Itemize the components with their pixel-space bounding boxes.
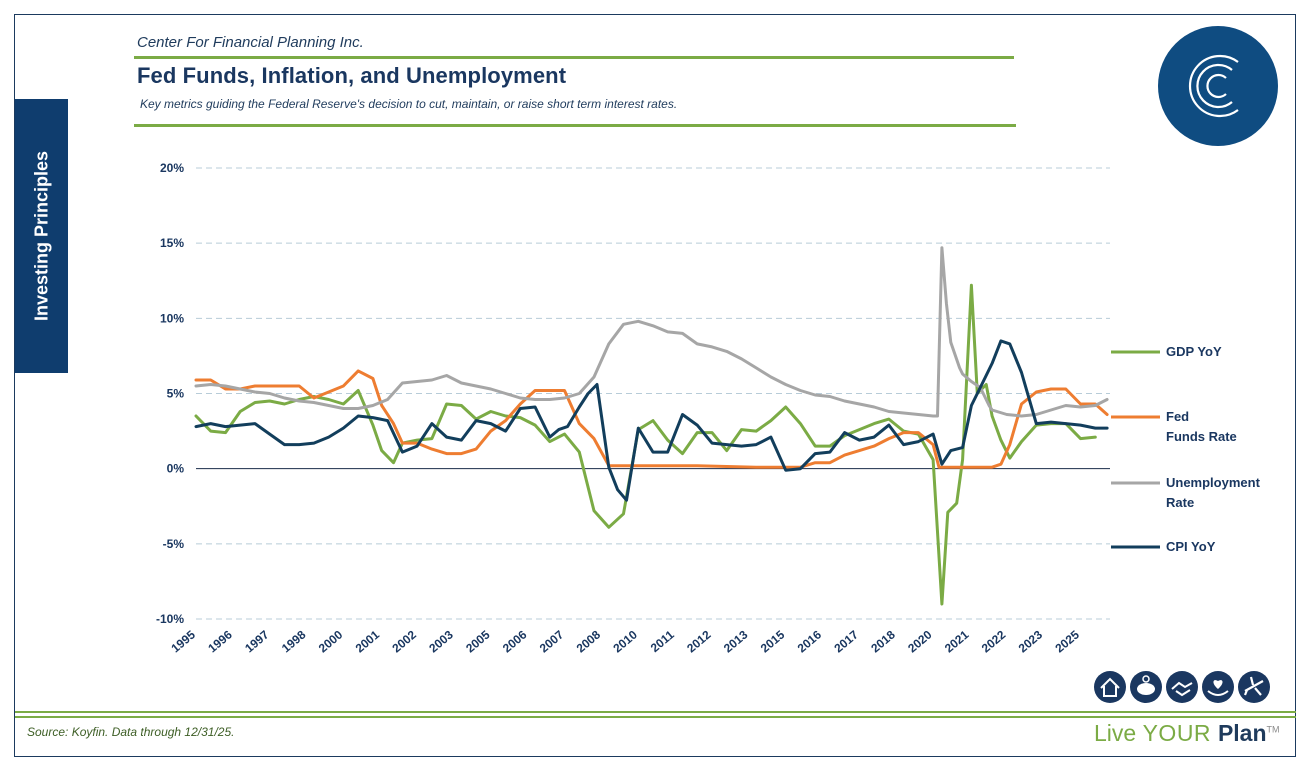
source-note: Source: Koyfin. Data through 12/31/25. bbox=[27, 725, 235, 739]
x-tick-label: 2020 bbox=[905, 627, 935, 655]
y-tick-label: 5% bbox=[167, 387, 185, 401]
legend-label: GDP YoY bbox=[1166, 344, 1222, 359]
company-logo bbox=[1158, 26, 1278, 146]
x-tick-label: 2015 bbox=[758, 627, 788, 655]
x-tick-label: 1997 bbox=[242, 627, 272, 655]
service-icons bbox=[1093, 669, 1273, 710]
x-tick-label: 2006 bbox=[500, 627, 530, 655]
x-tick-label: 2010 bbox=[610, 627, 640, 655]
series-line-gdp-yoy bbox=[194, 283, 1097, 606]
x-tick-label: 2017 bbox=[831, 627, 861, 655]
y-tick-label: 10% bbox=[160, 311, 184, 325]
airplane-icon bbox=[1238, 671, 1270, 703]
x-tick-label: 2007 bbox=[537, 627, 567, 655]
side-tab: Investing Principles bbox=[15, 99, 68, 373]
brand-your: YOUR bbox=[1142, 720, 1218, 746]
x-tick-label: 1995 bbox=[168, 627, 198, 655]
x-tick-label: 2022 bbox=[979, 627, 1009, 655]
legend-label: CPI YoY bbox=[1166, 539, 1216, 554]
slide-frame bbox=[14, 14, 1296, 757]
x-tick-label: 2002 bbox=[389, 627, 419, 655]
brand-live: Live bbox=[1094, 720, 1143, 746]
brand-tagline: Live YOUR PlanTM bbox=[1094, 720, 1280, 747]
handshake-icon bbox=[1166, 671, 1198, 703]
x-tick-label: 2023 bbox=[1016, 627, 1046, 655]
x-tick-label: 2012 bbox=[684, 627, 714, 655]
series-line-cpi-yoy bbox=[194, 339, 1109, 502]
page-title: Fed Funds, Inflation, and Unemployment bbox=[137, 63, 567, 88]
x-tick-label: 2005 bbox=[463, 627, 493, 655]
footer-divider-bottom bbox=[15, 716, 1296, 718]
y-tick-label: 0% bbox=[167, 462, 185, 476]
footer-divider-top bbox=[15, 711, 1296, 713]
y-tick-label: -10% bbox=[156, 612, 184, 626]
x-tick-label: 2003 bbox=[426, 627, 456, 655]
x-tick-label: 2025 bbox=[1052, 627, 1082, 655]
title-divider-bottom bbox=[134, 124, 1016, 127]
x-tick-label: 1996 bbox=[205, 627, 235, 655]
x-tick-label: 2001 bbox=[353, 627, 383, 655]
piggy-bank-icon bbox=[1130, 671, 1162, 703]
series-line-fed-funds-rate bbox=[194, 369, 1109, 469]
x-tick-label: 2016 bbox=[795, 627, 825, 655]
legend-label: Unemployment Rate bbox=[1166, 475, 1261, 510]
x-tick-label: 2000 bbox=[316, 627, 346, 655]
brand-plan: Plan bbox=[1217, 720, 1267, 746]
house-icon bbox=[1094, 671, 1126, 703]
x-tick-label: 2021 bbox=[942, 627, 972, 655]
heart-hand-icon bbox=[1202, 671, 1234, 703]
title-divider-top bbox=[134, 56, 1014, 59]
legend-label: Fed Funds Rate bbox=[1166, 409, 1237, 444]
series-line-unemployment-rate bbox=[194, 246, 1109, 418]
y-tick-label: -5% bbox=[163, 537, 185, 551]
brand-tm: TM bbox=[1266, 724, 1280, 735]
x-tick-label: 1998 bbox=[279, 627, 309, 655]
y-tick-label: 20% bbox=[160, 161, 184, 175]
x-tick-label: 2018 bbox=[868, 627, 898, 655]
x-tick-label: 2008 bbox=[574, 627, 604, 655]
x-tick-label: 2013 bbox=[721, 627, 751, 655]
y-tick-label: 15% bbox=[160, 236, 184, 250]
company-name: Center For Financial Planning Inc. bbox=[137, 34, 364, 51]
page-subtitle: Key metrics guiding the Federal Reserve'… bbox=[140, 97, 678, 111]
x-tick-label: 2011 bbox=[648, 627, 677, 655]
